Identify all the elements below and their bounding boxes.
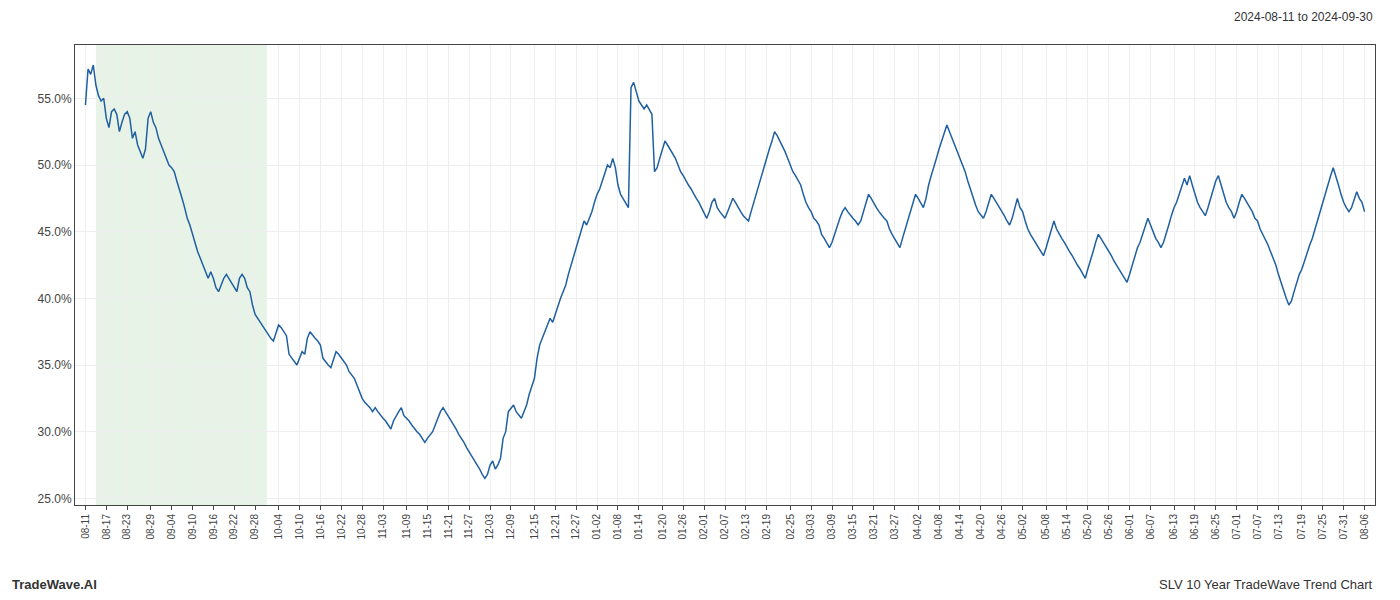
svg-text:2024-08-11 to 2024-09-30: 2024-08-11 to 2024-09-30 (1234, 10, 1373, 24)
svg-text:08-11: 08-11 (80, 514, 91, 539)
svg-text:12-15: 12-15 (529, 514, 540, 540)
svg-text:08-23: 08-23 (121, 514, 132, 540)
svg-text:TradeWave.AI: TradeWave.AI (12, 577, 97, 592)
svg-text:04-02: 04-02 (912, 514, 923, 540)
svg-text:12-27: 12-27 (570, 514, 581, 540)
svg-text:07-25: 07-25 (1317, 514, 1328, 540)
svg-text:02-01: 02-01 (698, 514, 709, 540)
svg-text:02-25: 02-25 (785, 514, 796, 540)
svg-text:08-29: 08-29 (145, 514, 156, 540)
svg-text:45.0%: 45.0% (38, 225, 72, 239)
svg-text:12-09: 12-09 (505, 514, 516, 540)
svg-text:01-26: 01-26 (677, 514, 688, 540)
svg-text:12-21: 12-21 (550, 514, 561, 540)
svg-text:09-28: 09-28 (249, 514, 260, 540)
svg-text:03-03: 03-03 (805, 514, 816, 540)
svg-text:03-15: 03-15 (847, 514, 858, 540)
svg-text:02-07: 02-07 (719, 514, 730, 540)
svg-text:08-06: 08-06 (1359, 514, 1370, 540)
svg-text:07-07: 07-07 (1252, 514, 1263, 540)
svg-text:06-13: 06-13 (1168, 514, 1179, 540)
svg-text:11-03: 11-03 (377, 514, 388, 539)
svg-text:09-04: 09-04 (166, 514, 177, 540)
svg-text:07-01: 07-01 (1231, 514, 1242, 540)
svg-text:05-20: 05-20 (1082, 514, 1093, 540)
svg-text:10-22: 10-22 (336, 514, 347, 540)
svg-text:11-09: 11-09 (401, 514, 412, 539)
svg-text:06-19: 06-19 (1189, 514, 1200, 540)
svg-text:01-20: 01-20 (657, 514, 668, 540)
svg-text:02-13: 02-13 (740, 514, 751, 540)
svg-text:10-16: 10-16 (315, 514, 326, 540)
svg-text:11-15: 11-15 (422, 514, 433, 539)
svg-text:09-22: 09-22 (228, 514, 239, 540)
svg-text:05-02: 05-02 (1017, 514, 1028, 540)
svg-text:11-27: 11-27 (463, 514, 474, 539)
svg-text:05-08: 05-08 (1040, 514, 1051, 540)
svg-text:03-21: 03-21 (868, 514, 879, 540)
svg-text:01-14: 01-14 (633, 514, 644, 540)
svg-text:01-02: 01-02 (591, 514, 602, 540)
svg-text:07-13: 07-13 (1273, 514, 1284, 540)
svg-text:SLV 10 Year TradeWave Trend Ch: SLV 10 Year TradeWave Trend Chart (1159, 577, 1373, 592)
svg-text:04-14: 04-14 (954, 514, 965, 540)
svg-text:04-08: 04-08 (933, 514, 944, 540)
svg-text:09-16: 09-16 (208, 514, 219, 540)
svg-text:03-27: 03-27 (889, 514, 900, 540)
svg-text:40.0%: 40.0% (38, 292, 72, 306)
svg-text:09-10: 09-10 (187, 514, 198, 540)
svg-text:25.0%: 25.0% (38, 492, 72, 506)
svg-text:06-07: 06-07 (1145, 514, 1156, 540)
svg-text:11-21: 11-21 (443, 514, 454, 539)
svg-text:06-01: 06-01 (1124, 514, 1135, 540)
svg-text:06-25: 06-25 (1210, 514, 1221, 540)
svg-text:02-19: 02-19 (761, 514, 772, 540)
svg-text:50.0%: 50.0% (38, 158, 72, 172)
svg-text:12-03: 12-03 (484, 514, 495, 540)
svg-text:03-09: 03-09 (826, 514, 837, 540)
svg-text:07-31: 07-31 (1338, 514, 1349, 540)
svg-text:30.0%: 30.0% (38, 425, 72, 439)
svg-text:10-28: 10-28 (356, 514, 367, 540)
svg-text:04-20: 04-20 (975, 514, 986, 540)
svg-text:35.0%: 35.0% (38, 358, 72, 372)
svg-text:55.0%: 55.0% (38, 92, 72, 106)
svg-text:08-17: 08-17 (101, 514, 112, 540)
svg-text:10-04: 10-04 (273, 514, 284, 540)
svg-text:04-26: 04-26 (996, 514, 1007, 540)
svg-text:05-14: 05-14 (1061, 514, 1072, 540)
svg-text:10-10: 10-10 (294, 514, 305, 540)
svg-text:01-08: 01-08 (612, 514, 623, 540)
svg-text:05-26: 05-26 (1103, 514, 1114, 540)
svg-text:07-19: 07-19 (1296, 514, 1307, 540)
